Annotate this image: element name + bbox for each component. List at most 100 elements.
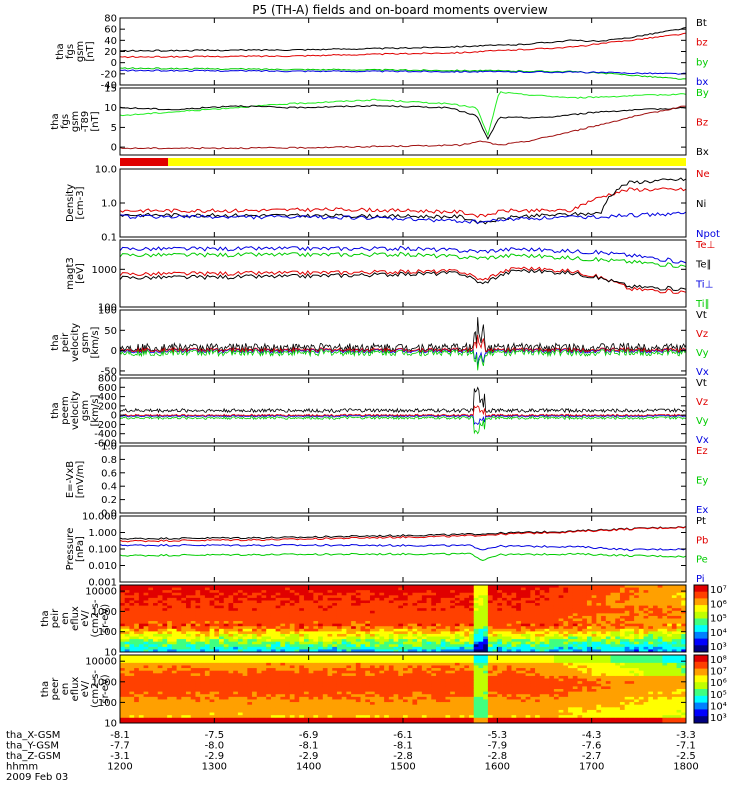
spectrogram-cell <box>177 631 182 634</box>
spectrogram-cell <box>488 634 493 637</box>
spectrogram-cell <box>148 626 153 629</box>
spectrogram-cell <box>431 595 436 598</box>
spectrogram-cell <box>351 689 356 692</box>
spectrogram-cell <box>625 606 630 609</box>
spectrogram-cell <box>601 608 606 611</box>
spectrogram-cell <box>210 681 215 684</box>
legend-entry: Pi <box>696 574 705 585</box>
spectrogram-cell <box>318 639 323 642</box>
spectrogram-cell <box>214 681 219 684</box>
spectrogram-cell <box>356 697 361 700</box>
spectrogram-cell <box>653 613 658 616</box>
spectrogram-cell <box>309 611 314 614</box>
spectrogram-cell <box>521 608 526 611</box>
spectrogram-cell <box>578 619 583 622</box>
spectrogram-cell <box>398 606 403 609</box>
spectrogram-cell <box>276 595 281 598</box>
spectrogram-cell <box>568 629 573 632</box>
spectrogram-cell <box>233 713 238 716</box>
spectrogram-cell <box>516 621 521 624</box>
spectrogram-cell <box>266 671 271 674</box>
spectrogram-cell <box>596 621 601 624</box>
spectrogram-cell <box>460 593 465 596</box>
spectrogram-cell <box>384 595 389 598</box>
spectrogram-cell <box>233 699 238 702</box>
spectrogram-cell <box>238 679 243 682</box>
spectrogram-cell <box>342 637 347 640</box>
spectrogram-cell <box>318 621 323 624</box>
spectrogram-cell <box>214 676 219 679</box>
spectrogram-cell <box>563 626 568 629</box>
spectrogram-cell <box>224 718 229 721</box>
spectrogram-cell <box>469 619 474 622</box>
legend-entry: bx <box>696 77 708 88</box>
spectrogram-cell <box>285 608 290 611</box>
spectrogram-cell <box>658 631 663 634</box>
spectrogram-cell <box>191 665 196 668</box>
spectrogram-cell <box>365 671 370 674</box>
spectrogram-cell <box>290 619 295 622</box>
spectrogram-cell <box>667 634 672 637</box>
spectrogram-cell <box>511 595 516 598</box>
spectrogram-cell <box>224 702 229 705</box>
spectrogram-cell <box>134 631 139 634</box>
spectrogram-cell <box>332 603 337 606</box>
spectrogram-cell <box>379 634 384 637</box>
legend-entry: Ni <box>696 199 706 210</box>
spectrogram-cell <box>620 608 625 611</box>
spectrogram-cell <box>195 668 200 671</box>
spectrogram-cell <box>474 637 479 640</box>
spectrogram-cell <box>120 621 125 624</box>
spectrogram-cell <box>337 613 342 616</box>
spectrogram-cell <box>290 631 295 634</box>
legend-entry: Pb <box>696 535 708 546</box>
spectrogram-cell <box>662 624 667 627</box>
spectrogram-cell <box>134 588 139 591</box>
spectrogram-cell <box>545 634 550 637</box>
spectrogram-cell <box>228 619 233 622</box>
spectrogram-cell <box>540 644 545 647</box>
spectrogram-cell <box>323 718 328 721</box>
spectrogram-cell <box>379 689 384 692</box>
spectrogram-cell <box>653 631 658 634</box>
spectrogram-cell <box>436 639 441 642</box>
spectrogram-cell <box>549 611 554 614</box>
spectrogram-cell <box>177 671 182 674</box>
spectrogram-cell <box>172 642 177 645</box>
spectrogram-cell <box>379 658 384 661</box>
spectrogram-cell <box>167 671 172 674</box>
spectrogram-cell <box>332 697 337 700</box>
spectrogram-cell <box>545 608 550 611</box>
spectrogram-cell <box>153 710 158 713</box>
spectrogram-cell <box>313 665 318 668</box>
spectrogram-cell <box>257 613 262 616</box>
series-line-Ti∥ <box>120 252 686 267</box>
spectrogram-cell <box>228 718 233 721</box>
legend-entry: Te⊥ <box>695 240 715 251</box>
spectrogram-cell <box>224 600 229 603</box>
spectrogram-cell <box>493 631 498 634</box>
spectrogram-cell <box>530 606 535 609</box>
spectrogram-cell <box>455 634 460 637</box>
spectrogram-cell <box>568 631 573 634</box>
spectrogram-cell <box>549 639 554 642</box>
spectrogram-cell <box>219 705 224 708</box>
spectrogram-cell <box>210 590 215 593</box>
spectrogram-cell <box>262 590 267 593</box>
spectrogram-cell <box>186 713 191 716</box>
spectrogram-cell <box>153 598 158 601</box>
spectrogram-cell <box>200 616 205 619</box>
spectrogram-cell <box>422 616 427 619</box>
spectrogram-cell <box>129 621 134 624</box>
spectrogram-cell <box>318 603 323 606</box>
spectrogram-cell <box>365 705 370 708</box>
spectrogram-cell <box>144 663 149 666</box>
spectrogram-cell <box>662 619 667 622</box>
spectrogram-cell <box>573 611 578 614</box>
spectrogram-cell <box>507 588 512 591</box>
spectrogram-cell <box>365 644 370 647</box>
spectrogram-cell <box>200 642 205 645</box>
spectrogram-cell <box>662 644 667 647</box>
spectrogram-cell <box>521 626 526 629</box>
y-tick-label: 10.000 <box>82 512 117 523</box>
